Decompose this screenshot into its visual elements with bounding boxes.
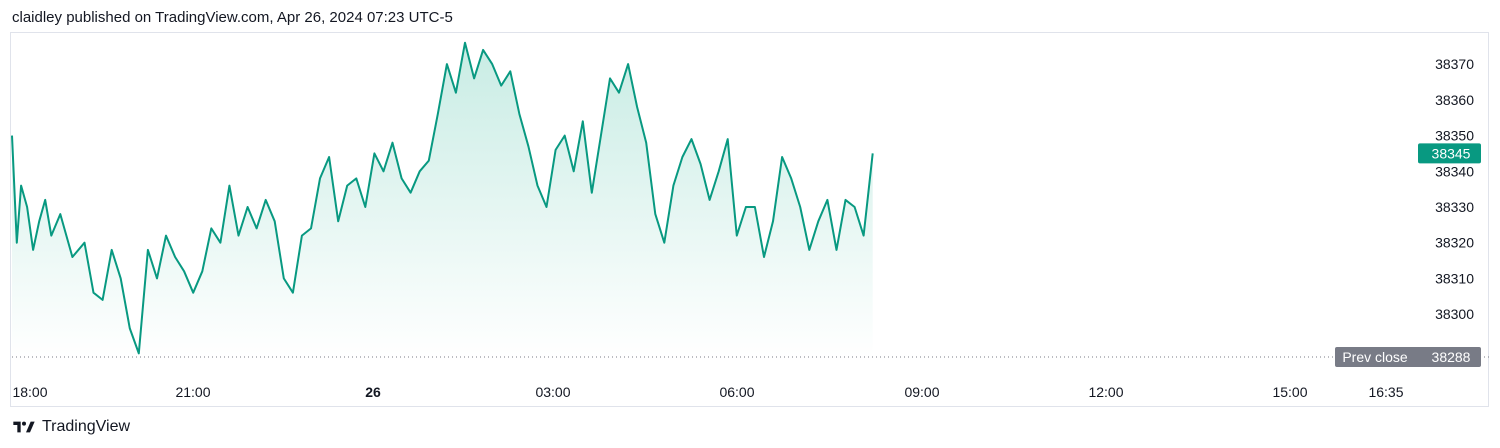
- last-price-value: 38345: [1432, 145, 1471, 161]
- prev-close-label: Prev close: [1342, 349, 1408, 365]
- x-tick-label: 09:00: [904, 384, 939, 400]
- publish-header: claidley published on TradingView.com, A…: [12, 9, 453, 26]
- x-tick-label: 06:00: [719, 384, 754, 400]
- x-tick-label: 12:00: [1088, 384, 1123, 400]
- x-tick-label: 03:00: [535, 384, 570, 400]
- y-tick-label: 38350: [1435, 128, 1474, 144]
- x-tick-label: 21:00: [175, 384, 210, 400]
- last-price-tag: [1418, 143, 1481, 164]
- prev-close-value-tag: [1418, 347, 1481, 367]
- y-tick-label: 38300: [1435, 306, 1474, 322]
- x-tick-label: 26: [365, 384, 381, 400]
- tradingview-logo-icon: [13, 421, 35, 433]
- prev-close-tag: [1335, 347, 1444, 367]
- footer-brand-label: TradingView: [42, 418, 131, 435]
- y-tick-label: 38310: [1435, 270, 1474, 286]
- price-chart[interactable]: 38370 38360 38350 38340 38330 38320 38310 38300…: [0, 0, 1500, 410]
- price-area-fill: [12, 42, 873, 357]
- x-tick-label: 18:00: [12, 384, 47, 400]
- y-tick-label: 38330: [1435, 199, 1474, 215]
- chart-frame: [10, 32, 1489, 407]
- price-line[interactable]: [11, 41, 874, 355]
- y-tick-label: 38320: [1435, 235, 1474, 251]
- y-tick-label: 38340: [1435, 163, 1474, 179]
- y-tick-label: 38370: [1435, 56, 1474, 72]
- x-tick-label: 15:00: [1272, 384, 1307, 400]
- x-tick-label: 16:35: [1368, 384, 1403, 400]
- footer-brand[interactable]: TradingView: [12, 418, 130, 436]
- y-tick-label: 38360: [1435, 92, 1474, 108]
- prev-close-value: 38288: [1432, 349, 1471, 365]
